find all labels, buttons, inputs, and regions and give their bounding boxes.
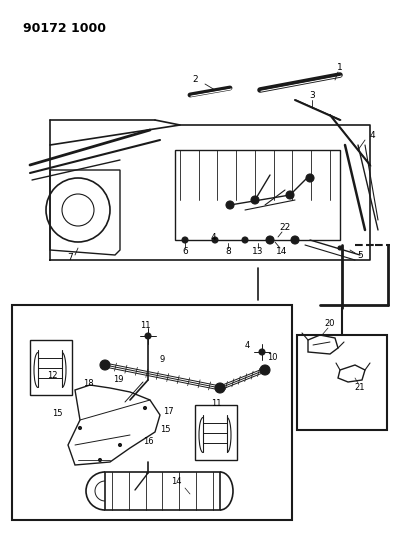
Text: 4: 4 <box>210 233 216 243</box>
Text: 10: 10 <box>267 353 277 362</box>
Text: 18: 18 <box>83 378 93 387</box>
Circle shape <box>100 360 110 370</box>
Text: 17: 17 <box>163 408 173 416</box>
Circle shape <box>119 443 121 447</box>
Bar <box>297 335 387 430</box>
Text: 15: 15 <box>160 425 170 434</box>
Text: 22: 22 <box>279 223 291 232</box>
Text: 14: 14 <box>276 247 288 256</box>
Circle shape <box>78 426 82 430</box>
Text: 8: 8 <box>225 247 231 256</box>
Text: 90172 1000: 90172 1000 <box>23 22 106 35</box>
Text: 2: 2 <box>192 76 198 85</box>
Circle shape <box>338 246 342 250</box>
Circle shape <box>267 237 273 243</box>
Text: 11: 11 <box>211 399 221 408</box>
Text: 15: 15 <box>52 408 62 417</box>
Circle shape <box>286 191 294 199</box>
Circle shape <box>259 349 265 355</box>
Text: 11: 11 <box>140 320 150 329</box>
Bar <box>105 472 220 510</box>
Circle shape <box>291 236 299 244</box>
Circle shape <box>306 174 314 182</box>
Text: 19: 19 <box>113 376 123 384</box>
Circle shape <box>242 237 248 243</box>
Text: 3: 3 <box>309 91 315 100</box>
Circle shape <box>143 407 147 409</box>
Text: 21: 21 <box>355 383 365 392</box>
Text: 6: 6 <box>182 247 188 256</box>
Circle shape <box>226 201 234 209</box>
Circle shape <box>266 236 274 244</box>
Bar <box>12 305 292 520</box>
Text: 13: 13 <box>252 247 264 256</box>
Text: 5: 5 <box>357 251 363 260</box>
Circle shape <box>260 365 270 375</box>
Text: 14: 14 <box>171 478 181 487</box>
Circle shape <box>182 237 188 243</box>
Text: 9: 9 <box>160 356 165 365</box>
Text: 7: 7 <box>67 254 73 262</box>
Text: 16: 16 <box>143 438 153 447</box>
Circle shape <box>251 196 259 204</box>
Text: 4: 4 <box>244 342 250 351</box>
Circle shape <box>145 333 151 339</box>
Text: 4: 4 <box>369 131 375 140</box>
Bar <box>195 405 237 460</box>
Bar <box>175 150 340 240</box>
Circle shape <box>212 237 218 243</box>
Circle shape <box>215 383 225 393</box>
Bar <box>30 340 72 395</box>
Circle shape <box>98 458 102 462</box>
Text: 12: 12 <box>47 370 57 379</box>
Text: 1: 1 <box>337 63 343 72</box>
Text: 20: 20 <box>325 319 335 328</box>
